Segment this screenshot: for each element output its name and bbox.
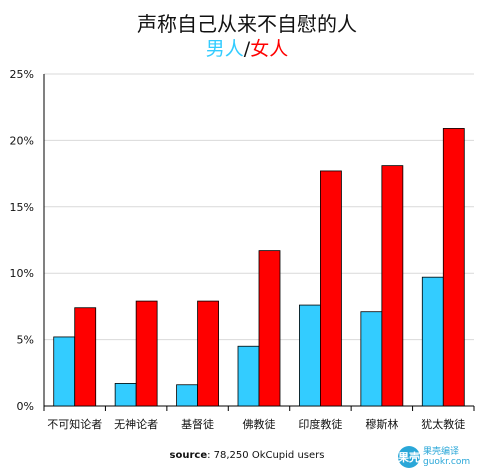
bar-male xyxy=(421,276,444,407)
watermark-line2: guokr.com xyxy=(423,457,471,467)
watermark-logo: 果壳 果壳编译 guokr.com xyxy=(398,446,470,468)
legend-female: 女人 xyxy=(250,38,289,60)
bar-female xyxy=(258,250,281,407)
bar-female xyxy=(74,307,97,407)
chart-title: 声称自己从来不自慰的人 xyxy=(137,12,357,36)
watermark-text: 果壳编译 guokr.com xyxy=(423,447,470,467)
bar-female xyxy=(320,170,342,407)
bar-male xyxy=(114,383,137,407)
watermark-line1: 果壳编译 xyxy=(423,447,460,457)
x-tick-label: 犹太教徒 xyxy=(421,417,465,431)
bar-female xyxy=(197,300,219,407)
bar-male xyxy=(237,345,260,407)
source-text: : 78,250 OkCupid users xyxy=(207,450,325,461)
x-tick-label: 印度教徒 xyxy=(298,417,342,431)
source-note: source: 78,250 OkCupid users xyxy=(0,450,494,461)
x-tick-label: 无神论者 xyxy=(114,417,158,431)
source-label: source xyxy=(169,450,208,461)
bar-female xyxy=(381,165,404,407)
x-tick-label: 不可知论者 xyxy=(47,417,102,431)
x-tick-label: 佛教徒 xyxy=(243,417,276,431)
bar-male xyxy=(360,311,383,407)
y-tick-label: 20% xyxy=(10,134,34,147)
guokr-logo-icon: 果壳 xyxy=(398,446,420,468)
y-tick-label: 25% xyxy=(10,68,34,81)
chart-subtitle: 男人/女人 xyxy=(0,34,494,61)
x-tick-label: 穆斯林 xyxy=(365,417,398,431)
y-tick-label: 15% xyxy=(10,201,34,214)
x-tick-label: 基督徒 xyxy=(181,417,214,431)
y-tick-label: 5% xyxy=(17,334,34,347)
bar-male xyxy=(299,304,321,407)
bar-male xyxy=(53,336,76,407)
bar-male xyxy=(176,384,198,407)
legend-separator: / xyxy=(243,38,251,60)
y-tick-label: 10% xyxy=(10,267,34,280)
y-tick-label: 0% xyxy=(17,400,34,413)
legend-male: 男人 xyxy=(205,38,244,60)
bar-female xyxy=(135,300,158,407)
bar-female xyxy=(442,128,465,407)
